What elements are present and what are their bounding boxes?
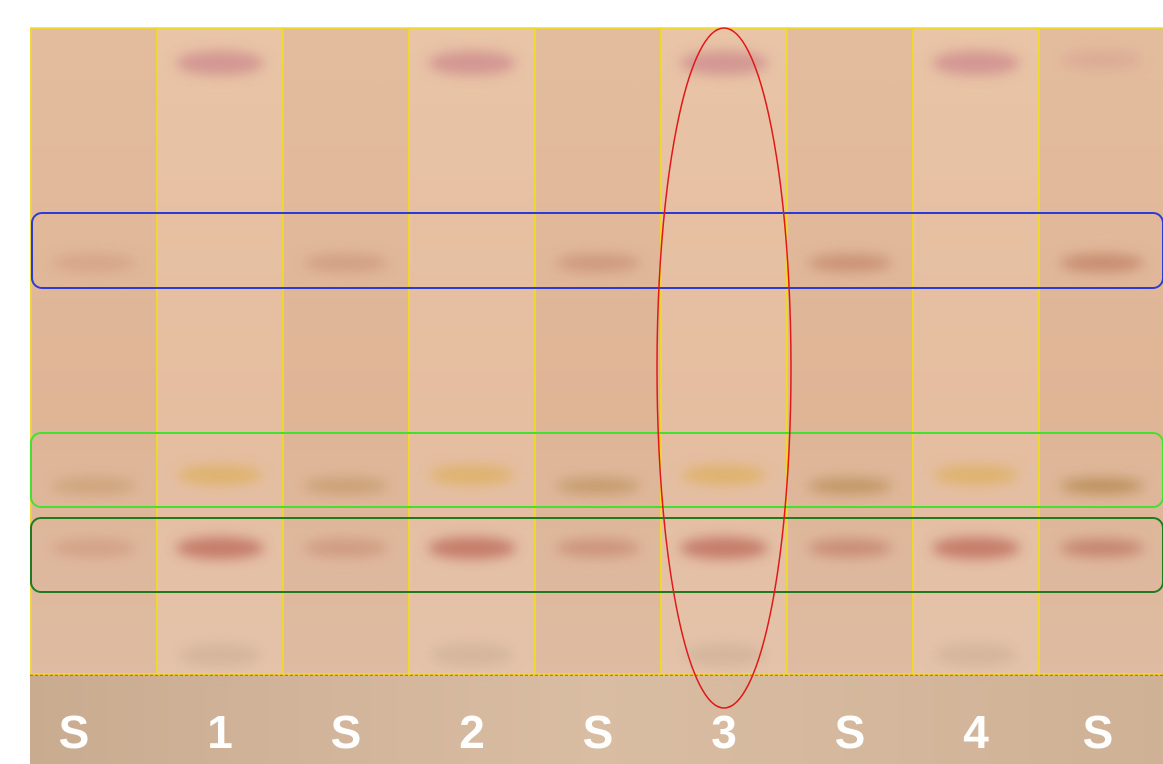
tlc-plate-image: S 1 S 2 S 3 S 4 S xyxy=(0,0,1163,764)
lane xyxy=(913,28,1039,674)
lane xyxy=(157,28,283,674)
lane xyxy=(535,28,661,674)
lane-label: 1 xyxy=(207,706,233,758)
lane-label: S xyxy=(59,706,90,758)
lane xyxy=(283,28,409,674)
lane xyxy=(31,28,157,674)
lane-label: 3 xyxy=(711,706,737,758)
lane-label: S xyxy=(331,706,362,758)
lane xyxy=(661,28,787,674)
lane-borders xyxy=(31,28,1163,674)
lane-label: 2 xyxy=(459,706,485,758)
lane-label: 4 xyxy=(963,706,989,758)
lane xyxy=(1039,28,1163,674)
page: S1S2S3S4S (() => { const data = JSON.par… xyxy=(0,0,1163,764)
lane xyxy=(409,28,535,674)
lane-label: S xyxy=(1083,706,1114,758)
lane-label: S xyxy=(835,706,866,758)
lane xyxy=(787,28,913,674)
lane-label: S xyxy=(583,706,614,758)
